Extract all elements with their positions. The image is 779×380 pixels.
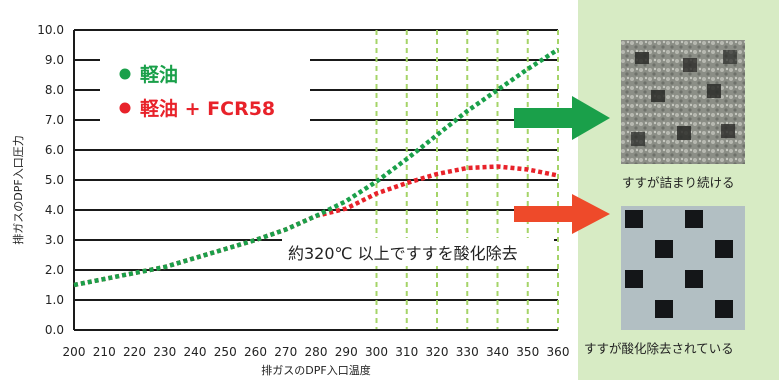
y-tick-label: 4.0 bbox=[45, 203, 64, 217]
annotation-background bbox=[282, 238, 554, 266]
y-tick-label: 10.0 bbox=[37, 23, 64, 37]
y-tick-label: 5.0 bbox=[45, 173, 64, 187]
x-tick-label: 290 bbox=[335, 345, 358, 359]
x-axis-label: 排ガスのDPF入口温度 bbox=[261, 363, 370, 377]
legend-background bbox=[100, 52, 310, 128]
x-tick-label: 250 bbox=[214, 345, 237, 359]
caption-oxidized: すすが酸化除去されている bbox=[584, 341, 734, 356]
y-tick-label: 6.0 bbox=[45, 143, 64, 157]
y-tick-label: 0.0 bbox=[45, 323, 64, 337]
x-tick-label: 280 bbox=[305, 345, 328, 359]
x-tick-label: 310 bbox=[395, 345, 418, 359]
caption-clogged: すすが詰まり続ける bbox=[622, 175, 735, 190]
x-tick-label: 210 bbox=[93, 345, 116, 359]
y-tick-label: 7.0 bbox=[45, 113, 64, 127]
y-tick-label: 3.0 bbox=[45, 233, 64, 247]
legend-label-diesel: 軽油 bbox=[140, 64, 178, 86]
x-tick-label: 230 bbox=[153, 345, 176, 359]
green-arrow bbox=[514, 96, 610, 140]
y-tick-label: 2.0 bbox=[45, 263, 64, 277]
x-tick-label: 360 bbox=[547, 345, 570, 359]
y-tick-label: 9.0 bbox=[45, 53, 64, 67]
series-line-diesel bbox=[73, 47, 560, 288]
clogged-soot-photo bbox=[621, 40, 745, 164]
cleaned-filter-texture bbox=[621, 206, 745, 330]
cleaned-filter-photo bbox=[621, 206, 745, 330]
y-tick-label: 1.0 bbox=[45, 293, 64, 307]
x-tick-label: 320 bbox=[426, 345, 449, 359]
x-tick-label: 270 bbox=[274, 345, 297, 359]
x-tick-label: 340 bbox=[486, 345, 509, 359]
legend: 軽油 軽油 + FCR58 bbox=[119, 64, 275, 120]
x-tick-label: 330 bbox=[456, 345, 479, 359]
x-tick-label: 300 bbox=[365, 345, 388, 359]
red-arrow bbox=[514, 194, 610, 234]
annotation-label: 約320℃ 以上ですすを酸化除去 bbox=[288, 244, 518, 263]
clogged-soot-texture bbox=[621, 40, 745, 164]
x-tick-label: 350 bbox=[516, 345, 539, 359]
y-tick-label: 8.0 bbox=[45, 83, 64, 97]
legend-marker-fcr bbox=[119, 102, 131, 114]
legend-marker-diesel bbox=[119, 68, 131, 80]
y-axis-label: 排ガスのDPF入口圧力 bbox=[11, 135, 25, 244]
x-tick-label: 240 bbox=[184, 345, 207, 359]
x-tick-label: 200 bbox=[63, 345, 86, 359]
x-tick-label: 260 bbox=[244, 345, 267, 359]
x-tick-label: 220 bbox=[123, 345, 146, 359]
legend-label-fcr: 軽油 + FCR58 bbox=[140, 98, 275, 120]
